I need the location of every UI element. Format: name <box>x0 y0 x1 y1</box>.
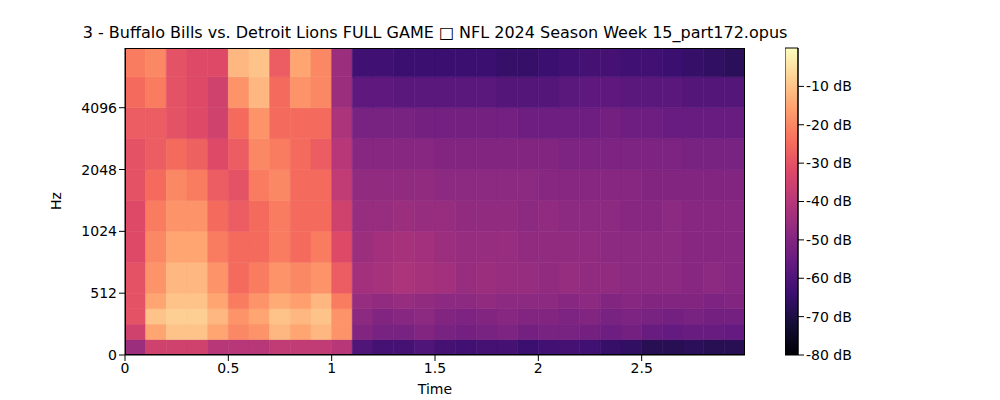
svg-text:1: 1 <box>327 360 336 376</box>
html-text:Hz: Hz <box>48 192 64 210</box>
svg-text:1.5: 1.5 <box>424 360 446 376</box>
svg-text:2048: 2048 <box>81 162 117 178</box>
svg-text:-30 dB: -30 dB <box>806 155 852 171</box>
html-text:3 - Buffalo Bills vs. Detroit: 3 - Buffalo Bills vs. Detroit Lions FULL… <box>82 23 788 42</box>
svg-text:512: 512 <box>90 285 117 301</box>
svg-text:2.5: 2.5 <box>631 360 653 376</box>
svg-text:0: 0 <box>121 360 130 376</box>
svg-text:0: 0 <box>108 347 117 363</box>
svg-text:0.5: 0.5 <box>217 360 239 376</box>
svg-text:-80 dB: -80 dB <box>806 347 852 363</box>
svg-text:1024: 1024 <box>81 223 117 239</box>
svg-text:-20 dB: -20 dB <box>806 117 852 133</box>
html-text:Time: Time <box>417 381 453 397</box>
svg-text:-40 dB: -40 dB <box>806 193 852 209</box>
svg-text:-50 dB: -50 dB <box>806 232 852 248</box>
svg-text:-10 dB: -10 dB <box>806 78 852 94</box>
svg-text:-60 dB: -60 dB <box>806 270 852 286</box>
svg-text:-70 dB: -70 dB <box>806 309 852 325</box>
svg-text:2: 2 <box>534 360 543 376</box>
svg-text:4096: 4096 <box>81 100 117 116</box>
